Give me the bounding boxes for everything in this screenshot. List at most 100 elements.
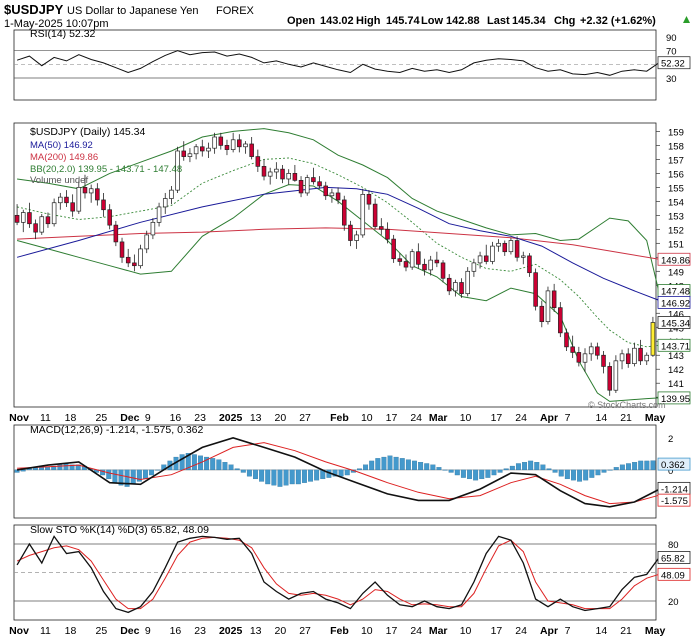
price-candle [88,188,94,194]
price-candle [150,221,156,236]
last-label: Last [487,15,510,27]
bb-upper-line [17,128,660,293]
chg-label: Chg [554,15,575,27]
price-candle [551,290,557,309]
macd-histogram-bar [534,462,540,471]
price-candle [545,290,551,323]
sto-tick-label: 20 [668,597,679,608]
macd-histogram-bar [155,469,161,471]
macd-histogram-bar [607,469,613,471]
price-value-badge: 145.34 [661,318,690,329]
price-candle [162,198,168,208]
x-axis-bottom-label: Dec [120,625,139,637]
macd-histogram-bar [583,469,589,481]
price-candle [51,202,57,225]
price-candle [465,270,470,295]
macd-hist-badge-box [657,457,691,471]
macd-histogram-bar [436,467,442,471]
price-tick-label: 155 [668,183,684,194]
price-tick-label: 143 [668,351,684,362]
price-tick-label: 146 [668,309,684,320]
macd-histogram-bar [142,469,148,480]
macd-histogram-bar [387,455,393,471]
bb-lower-line [16,184,660,402]
price-candle [379,226,384,230]
macd-histogram-bar [503,468,509,471]
rsi-value-badge-box [657,56,691,70]
rsi-tick-label: 70 [666,47,677,58]
price-candle [403,261,409,268]
price-candle [261,166,267,177]
macd-histogram-bar [613,467,619,471]
low-value: 142.88 [446,15,480,27]
macd-histogram-bar [295,469,301,485]
price-tick-label: 153 [668,211,684,222]
rsi-value-badge: 52.32 [661,59,685,70]
price-candle [280,168,285,180]
macd-histogram-bar [308,469,314,482]
sto-d-line [16,536,660,610]
price-candle [576,352,582,363]
price-candle [45,216,51,225]
x-axis-bottom-label: 13 [250,625,262,637]
x-axis-top-label: 21 [620,412,632,424]
x-axis-top-label: 7 [565,412,571,424]
price-candle [483,255,489,262]
macd-histogram-bar [271,469,277,486]
price-tick-label: 158 [668,141,684,152]
price-candle [82,187,88,194]
price-candle [156,206,162,223]
macd-histogram-bar [246,469,252,477]
price-candle [582,353,588,363]
x-axis-top-label: Feb [330,412,349,424]
macd-histogram-bar [369,460,375,471]
price-candle [416,251,421,265]
macd-histogram-bar [467,469,472,480]
high-label: High [356,15,381,27]
macd-histogram-bar [540,464,546,471]
x-axis-bottom-label: 2025 [219,625,243,637]
x-axis-bottom-label: 10 [361,625,373,637]
x-axis-top-label: 24 [515,412,527,424]
price-candle [292,173,298,181]
macd-histogram-bar [240,469,246,473]
price-candle [101,199,106,211]
price-candle [434,259,440,264]
price-candle [267,171,273,177]
price-tick-label: 156 [668,169,684,180]
macd-histogram-bar [430,464,436,471]
open-label: Open [287,15,315,27]
price-candle [119,241,125,258]
price-candle [558,307,563,334]
sto-frame [13,524,657,621]
macd-histogram-bar [460,469,466,478]
price-candle [527,255,532,274]
price-candle [422,263,427,271]
x-axis-bottom-label: Mar [429,625,448,637]
price-candle [502,242,508,253]
price-candle [107,209,112,226]
price-candle [619,353,625,362]
x-axis-bottom-label: 11 [40,625,51,637]
macd-panel: 20-20.362-1.214-1.575 [13,424,691,519]
macd-histogram-bar [253,469,258,480]
price-candle [20,212,26,223]
macd-histogram-bar [124,469,130,487]
macd-histogram-bar [185,453,191,471]
macd-histogram-bar [301,469,307,483]
price-value-badge-box [657,391,691,405]
macd-histogram-bar [515,463,521,471]
price-candle [243,143,248,148]
price-candle [125,256,131,264]
price-candle [360,193,366,236]
price-value-badge-box [657,295,691,309]
macd-histogram-bar [473,469,479,481]
price-candle [601,354,606,367]
x-axis-bottom-label: 7 [565,625,571,637]
price-candle [477,255,483,264]
sto-k-badge-box [657,551,691,564]
macd-histogram-bar [405,459,411,471]
chg-value: +2.32 (+1.62%) [580,15,656,27]
price-candle [354,234,359,241]
price-candle [39,216,45,233]
